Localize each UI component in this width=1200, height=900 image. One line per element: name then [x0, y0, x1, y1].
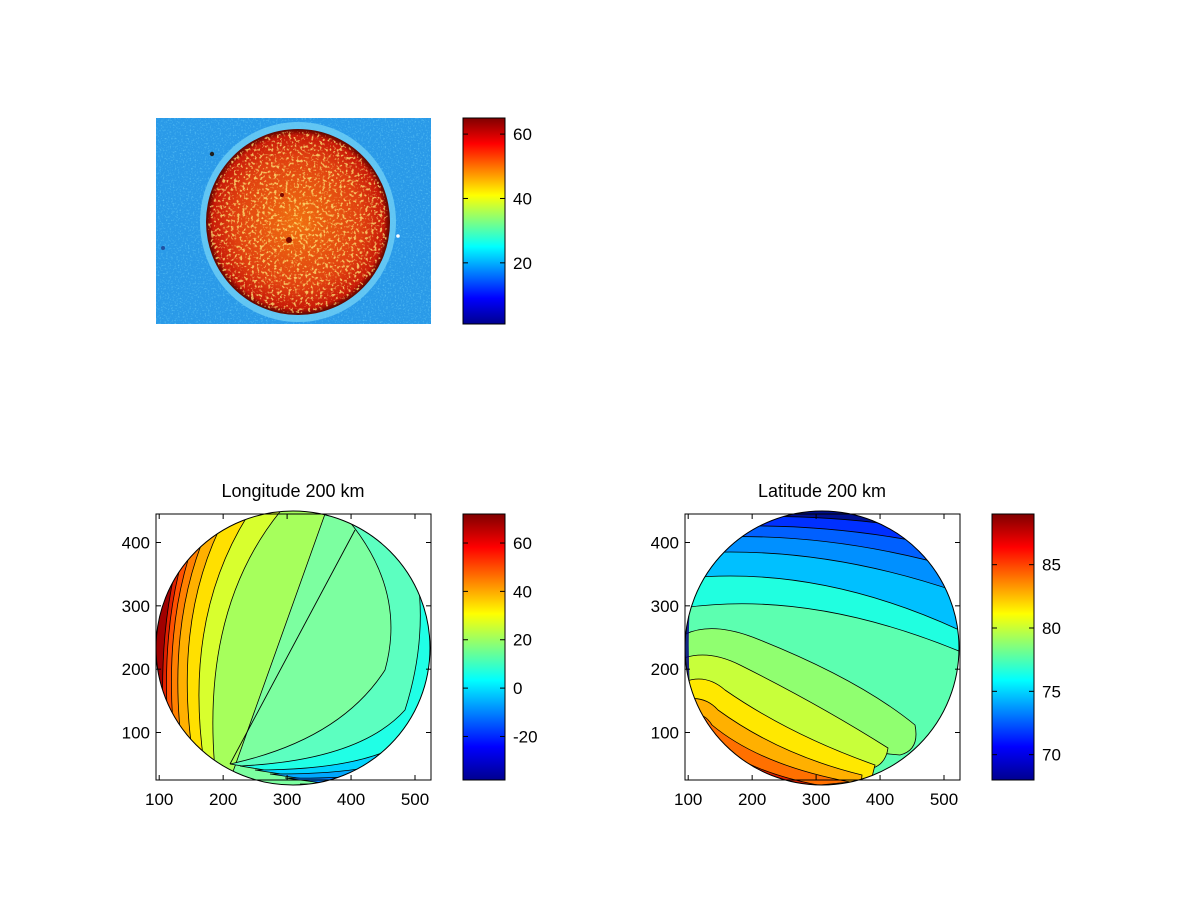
image-colorbar-tick-label: 60	[513, 125, 532, 144]
latitude-colorbar-tick-label: 70	[1042, 746, 1061, 765]
longitude-xtick-label: 300	[273, 790, 301, 809]
longitude-title: Longitude 200 km	[221, 481, 364, 501]
latitude-colorbar-tick-label: 85	[1042, 556, 1061, 575]
latitude-title: Latitude 200 km	[758, 481, 886, 501]
longitude-ytick-label: 400	[122, 534, 150, 553]
image-colorbar	[463, 118, 505, 324]
latitude-panel: Latitude 200 km 100 200 300 400 500 100 200 300…	[651, 481, 1061, 809]
latitude-xtick-label: 200	[738, 790, 766, 809]
latitude-contours	[685, 511, 959, 785]
latitude-xtick-label: 300	[802, 790, 830, 809]
longitude-colorbar-tick-label: -20	[513, 727, 538, 746]
longitude-colorbar-tick-label: 60	[513, 534, 532, 553]
latitude-axes-frame	[684, 513, 961, 781]
longitude-colorbar-tick-label: 0	[513, 679, 522, 698]
longitude-xtick-label: 500	[401, 790, 429, 809]
longitude-axes-frame	[155, 513, 432, 781]
latitude-xtick-label: 100	[674, 790, 702, 809]
latitude-xtick-label: 400	[866, 790, 894, 809]
longitude-ytick-label: 200	[122, 660, 150, 679]
longitude-ytick-label: 100	[122, 724, 150, 743]
longitude-colorbar	[463, 514, 505, 780]
latitude-ytick-label: 400	[651, 534, 679, 553]
latitude-colorbar-tick-label: 75	[1042, 682, 1061, 701]
image-colorbar-tick-label: 40	[513, 189, 532, 208]
latitude-colorbar-frame	[991, 513, 1035, 781]
longitude-xtick-label: 200	[209, 790, 237, 809]
image-colorbar-frame	[462, 117, 506, 325]
longitude-xtick-label: 100	[145, 790, 173, 809]
longitude-colorbar-tick-label: 40	[513, 582, 532, 601]
longitude-ytick-label: 300	[122, 597, 150, 616]
image-colorbar-tick-label: 20	[513, 254, 532, 273]
longitude-panel: Longitude 200 km 100 200 300 400 50010020030…	[122, 481, 538, 809]
longitude-colorbar-tick-label: 20	[513, 631, 532, 650]
latitude-colorbar	[992, 514, 1034, 780]
longitude-colorbar-frame	[462, 513, 506, 781]
latitude-ytick-label: 300	[651, 597, 679, 616]
longitude-xtick-label: 400	[337, 790, 365, 809]
image-panel: 20 40 60	[156, 117, 532, 325]
latitude-colorbar-tick-label: 80	[1042, 619, 1061, 638]
latitude-ytick-label: 200	[651, 660, 679, 679]
image-heatmap	[156, 118, 431, 324]
latitude-ytick-label: 100	[651, 724, 679, 743]
latitude-xtick-label: 500	[930, 790, 958, 809]
